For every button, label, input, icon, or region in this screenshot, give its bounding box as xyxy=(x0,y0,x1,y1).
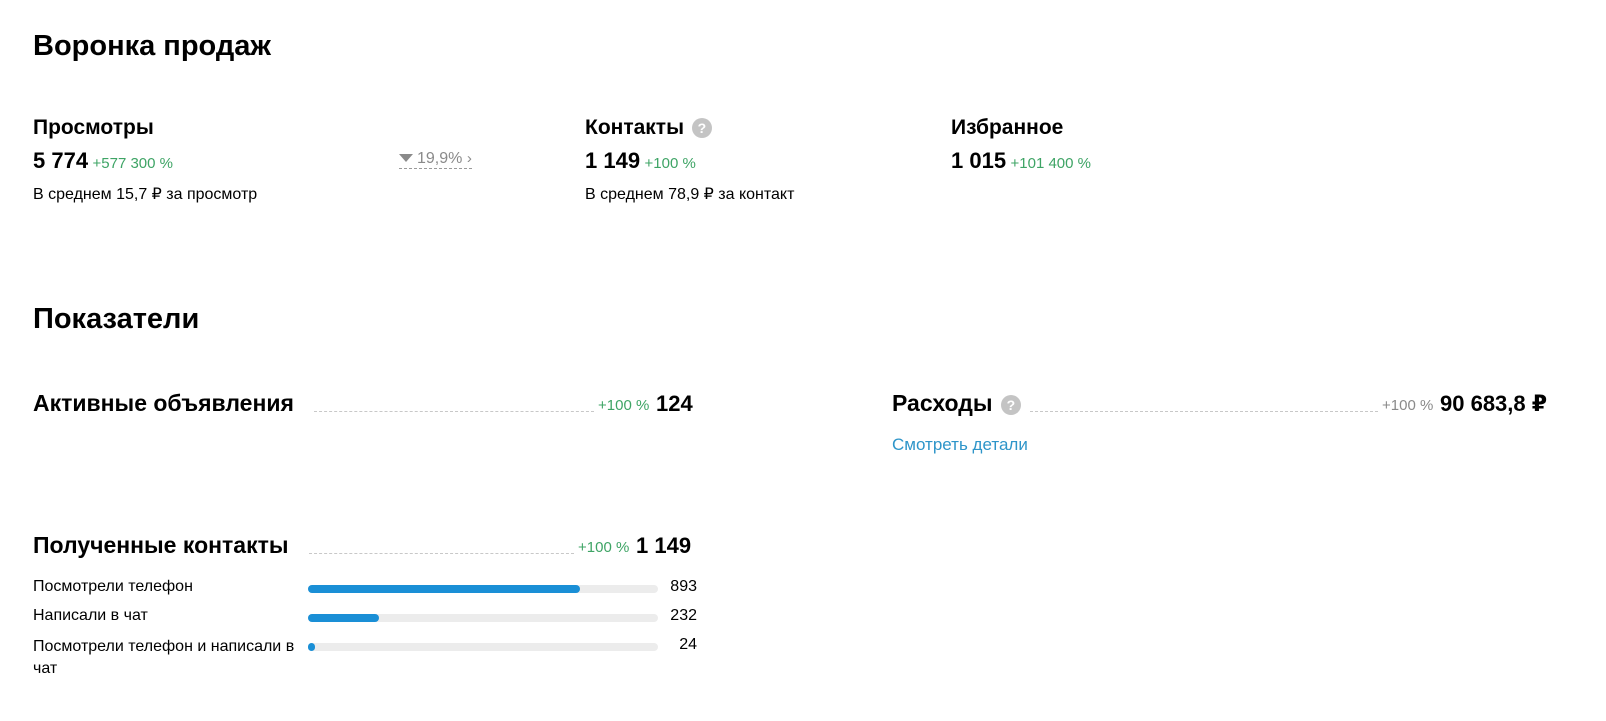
contacts-label: Контакты xyxy=(585,116,685,139)
active-ads-change: +100 % xyxy=(598,397,650,414)
views-value: 5 774 xyxy=(33,148,89,173)
breakdown-bar-phone xyxy=(308,585,580,593)
expenses-change: +100 % xyxy=(1382,397,1434,414)
views-conversion-value: 19,9% xyxy=(417,150,463,167)
contacts-value-row: 1 149 +100 % xyxy=(585,148,696,174)
received-contacts-change: +100 % xyxy=(578,539,630,556)
question-circle-icon[interactable]: ? xyxy=(1000,394,1021,415)
views-label: Просмотры xyxy=(33,116,154,139)
funnel-icon xyxy=(399,153,413,162)
contacts-average: В среднем 78,9 ₽ за контакт xyxy=(585,186,795,203)
breakdown-label-phone: Посмотрели телефон xyxy=(33,578,193,595)
received-contacts-value: 1 149 xyxy=(636,533,692,558)
funnel-title: Воронка продаж xyxy=(33,30,271,62)
views-change: +577 300 % xyxy=(92,155,174,172)
breakdown-label-chat: Написали в чат xyxy=(33,607,148,624)
contacts-value: 1 149 xyxy=(585,148,641,173)
views-value-row: 5 774 +577 300 % xyxy=(33,148,173,174)
contacts-change: +100 % xyxy=(644,155,696,172)
breakdown-value-chat: 232 xyxy=(670,607,697,624)
breakdown-bar-both xyxy=(308,643,316,651)
expenses-value: 90 683,8 ₽ xyxy=(1440,391,1548,416)
metrics-title: Показатели xyxy=(33,303,200,335)
contacts-header: Контакты ? xyxy=(585,116,712,140)
views-conversion[interactable]: 19,9% › xyxy=(399,150,472,169)
breakdown-track-chat xyxy=(308,614,658,622)
active-ads-value: 124 xyxy=(656,391,693,416)
received-contacts-label: Полученные контакты xyxy=(33,532,289,558)
breakdown-value-phone: 893 xyxy=(670,578,697,595)
chevron-right-icon: › xyxy=(466,150,472,167)
expenses-label: Расходы xyxy=(892,390,993,416)
expenses-leader xyxy=(1030,411,1378,412)
expenses-header: Расходы ? xyxy=(892,390,1021,417)
favorites-change: +101 400 % xyxy=(1010,155,1092,172)
favorites-value: 1 015 xyxy=(951,148,1007,173)
breakdown-value-both: 24 xyxy=(679,636,697,653)
view-details-link[interactable]: Смотреть детали xyxy=(892,435,1028,454)
active-ads-leader xyxy=(314,411,594,412)
views-average: В среднем 15,7 ₽ за просмотр xyxy=(33,186,258,203)
question-circle-icon[interactable]: ? xyxy=(691,118,712,139)
breakdown-label-both: Посмотрели телефон и написали в чат xyxy=(33,638,295,677)
breakdown-bar-chat xyxy=(308,614,379,622)
received-contacts-leader xyxy=(309,553,574,554)
favorites-label: Избранное xyxy=(951,116,1064,139)
favorites-value-row: 1 015 +101 400 % xyxy=(951,148,1091,174)
active-ads-label: Активные объявления xyxy=(33,390,294,416)
breakdown-track-both xyxy=(308,643,658,651)
breakdown-track-phone xyxy=(308,585,658,593)
